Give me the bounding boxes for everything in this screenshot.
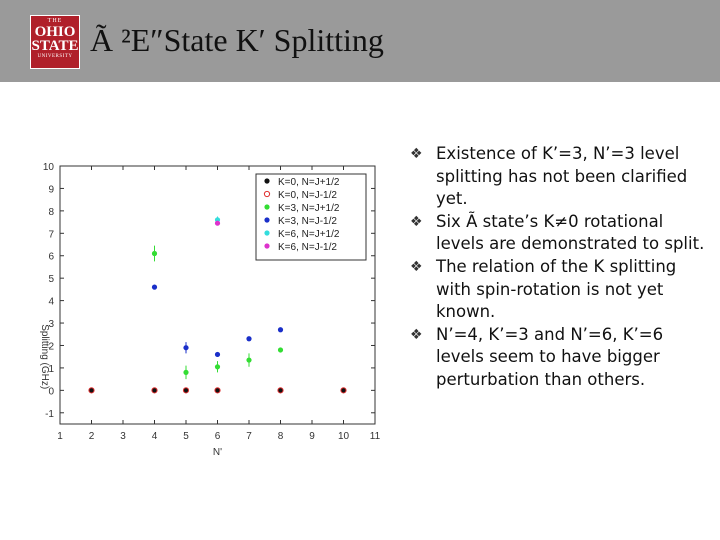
bullet-marker-icon: ❖ [410, 146, 423, 162]
legend-box [255, 173, 367, 261]
legend-marker [264, 217, 270, 223]
x-tick-label: 7 [246, 431, 252, 442]
splitting-scatter-chart: -1 0 1 2 3 4 5 6 7 8 9 10 1 2 3 4 5 6 7 8 9 10 11 N' Splitting (… [39, 162, 381, 458]
legend-label: K=0, N=J-1/2 [278, 190, 337, 201]
bullet-text: N’=4, K’=3 and N’=6, K’=6 levels seem to… [436, 324, 664, 389]
data-point [277, 327, 284, 333]
data-point [277, 387, 284, 394]
x-tick-label: 8 [278, 431, 284, 442]
legend-marker [264, 204, 270, 210]
x-tick-label: 5 [183, 431, 189, 442]
y-tick-label: 2 [48, 341, 54, 352]
data-point [340, 387, 347, 393]
y-tick-label: 4 [48, 297, 54, 308]
data-point [214, 364, 221, 370]
data-point [214, 220, 221, 226]
bullet-list: ❖ Existence of K’=3, N’=3 level splitting… [410, 143, 710, 392]
y-axis-label: Splitting (GHz) [39, 324, 50, 389]
legend-label: K=3, N=J+1/2 [278, 203, 340, 214]
legend-label: K=3, N=J-1/2 [278, 216, 337, 227]
bullet-marker-icon: ❖ [410, 326, 423, 343]
y-tick-label: 0 [48, 386, 54, 397]
legend-marker [264, 230, 270, 236]
bullet-text: Existence of K’=3, N’=3 level splitting … [436, 144, 688, 209]
x-tick-label: 6 [215, 431, 221, 442]
logo-line-4: UNIVERSITY [37, 54, 73, 59]
y-tick-label: 3 [48, 319, 54, 330]
data-point [214, 387, 221, 393]
logo-line-3: STATE [31, 38, 79, 54]
data-point [183, 345, 189, 351]
bullet-item: ❖ The relation of the K splitting with sp… [410, 256, 710, 324]
y-tick-label: -1 [45, 409, 54, 420]
university-logo: THE OHIO STATE UNIVERSITY [30, 15, 80, 69]
data-point [277, 347, 284, 353]
x-tick-label: 3 [120, 431, 126, 442]
data-point [277, 387, 284, 393]
y-tick-label: 10 [43, 162, 55, 173]
data-point [246, 336, 252, 342]
slide-title: Ã ²E″State K′ Splitting [90, 22, 384, 58]
data-point [183, 387, 189, 393]
data-point [151, 284, 158, 290]
logo-line-1: THE [47, 18, 63, 24]
legend-marker [264, 178, 270, 184]
data-point [183, 369, 189, 375]
bullet-text: Six Ã state’s K≠0 rotational levels are … [436, 211, 705, 254]
bullet-text: The relation of the K splitting with spi… [436, 256, 677, 322]
y-tick-label: 7 [48, 229, 54, 240]
y-tick-label: 9 [48, 184, 54, 195]
legend-marker [263, 190, 271, 198]
x-tick-label: 4 [152, 431, 158, 442]
legend-label: K=0, N=J+1/2 [278, 177, 340, 188]
data-point [151, 250, 158, 257]
data-point [88, 387, 95, 393]
bullet-item: ❖ N’=4, K’=3 and N’=6, K’=6 levels seem t… [410, 324, 710, 392]
logo-line-2: OHIO [34, 24, 76, 40]
bullet-marker-icon: ❖ [410, 213, 423, 230]
legend-marker [264, 243, 270, 249]
bullet-item: ❖ Six Ã state’s K≠0 rotational levels are… [410, 211, 710, 256]
data-point [340, 387, 347, 394]
data-point [214, 387, 221, 394]
y-tick-label: 1 [48, 364, 54, 375]
legend-label: K=6, N=J+1/2 [278, 229, 340, 240]
data-point [182, 387, 190, 394]
data-point [246, 357, 252, 363]
x-tick-label: 2 [89, 431, 95, 442]
bullet-marker-icon: ❖ [410, 258, 423, 275]
x-tick-label: 10 [338, 431, 350, 442]
x-axis-label: N' [213, 447, 222, 458]
data-point [151, 387, 158, 393]
header-bar: THE OHIO STATE UNIVERSITY Ã ²E″State K′ … [0, 0, 720, 82]
data-point [214, 351, 221, 358]
y-tick-label: 5 [48, 274, 54, 285]
bullet-item: ❖ Existence of K’=3, N’=3 level splitting… [410, 143, 710, 211]
x-tick-label: 9 [309, 431, 315, 442]
y-tick-label: 6 [48, 252, 54, 263]
legend-label: K=6, N=J-1/2 [278, 242, 337, 253]
x-tick-label: 11 [370, 431, 381, 442]
data-point [88, 387, 95, 394]
y-tick-label: 8 [48, 207, 54, 218]
x-tick-label: 1 [57, 431, 63, 442]
data-point [151, 387, 158, 394]
